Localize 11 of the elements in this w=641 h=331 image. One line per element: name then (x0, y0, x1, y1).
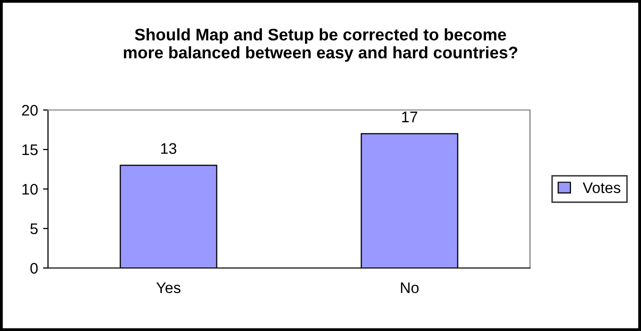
y-tick-label: 15 (22, 144, 38, 156)
x-tick-label: Yes (156, 282, 180, 294)
y-tick-label: 20 (22, 104, 38, 116)
y-tick-label: 10 (22, 184, 38, 195)
legend-label: Votes (582, 182, 620, 194)
y-tick-label: 5 (30, 224, 38, 234)
chart-title: Should Map and Setup be corrected to become more balanced between easy and hard countries? (124, 28, 518, 62)
x-tick-label: No (400, 282, 419, 294)
data-label: 13 (161, 143, 176, 154)
data-label: 17 (402, 112, 418, 122)
y-tick-label: 0 (30, 262, 38, 274)
